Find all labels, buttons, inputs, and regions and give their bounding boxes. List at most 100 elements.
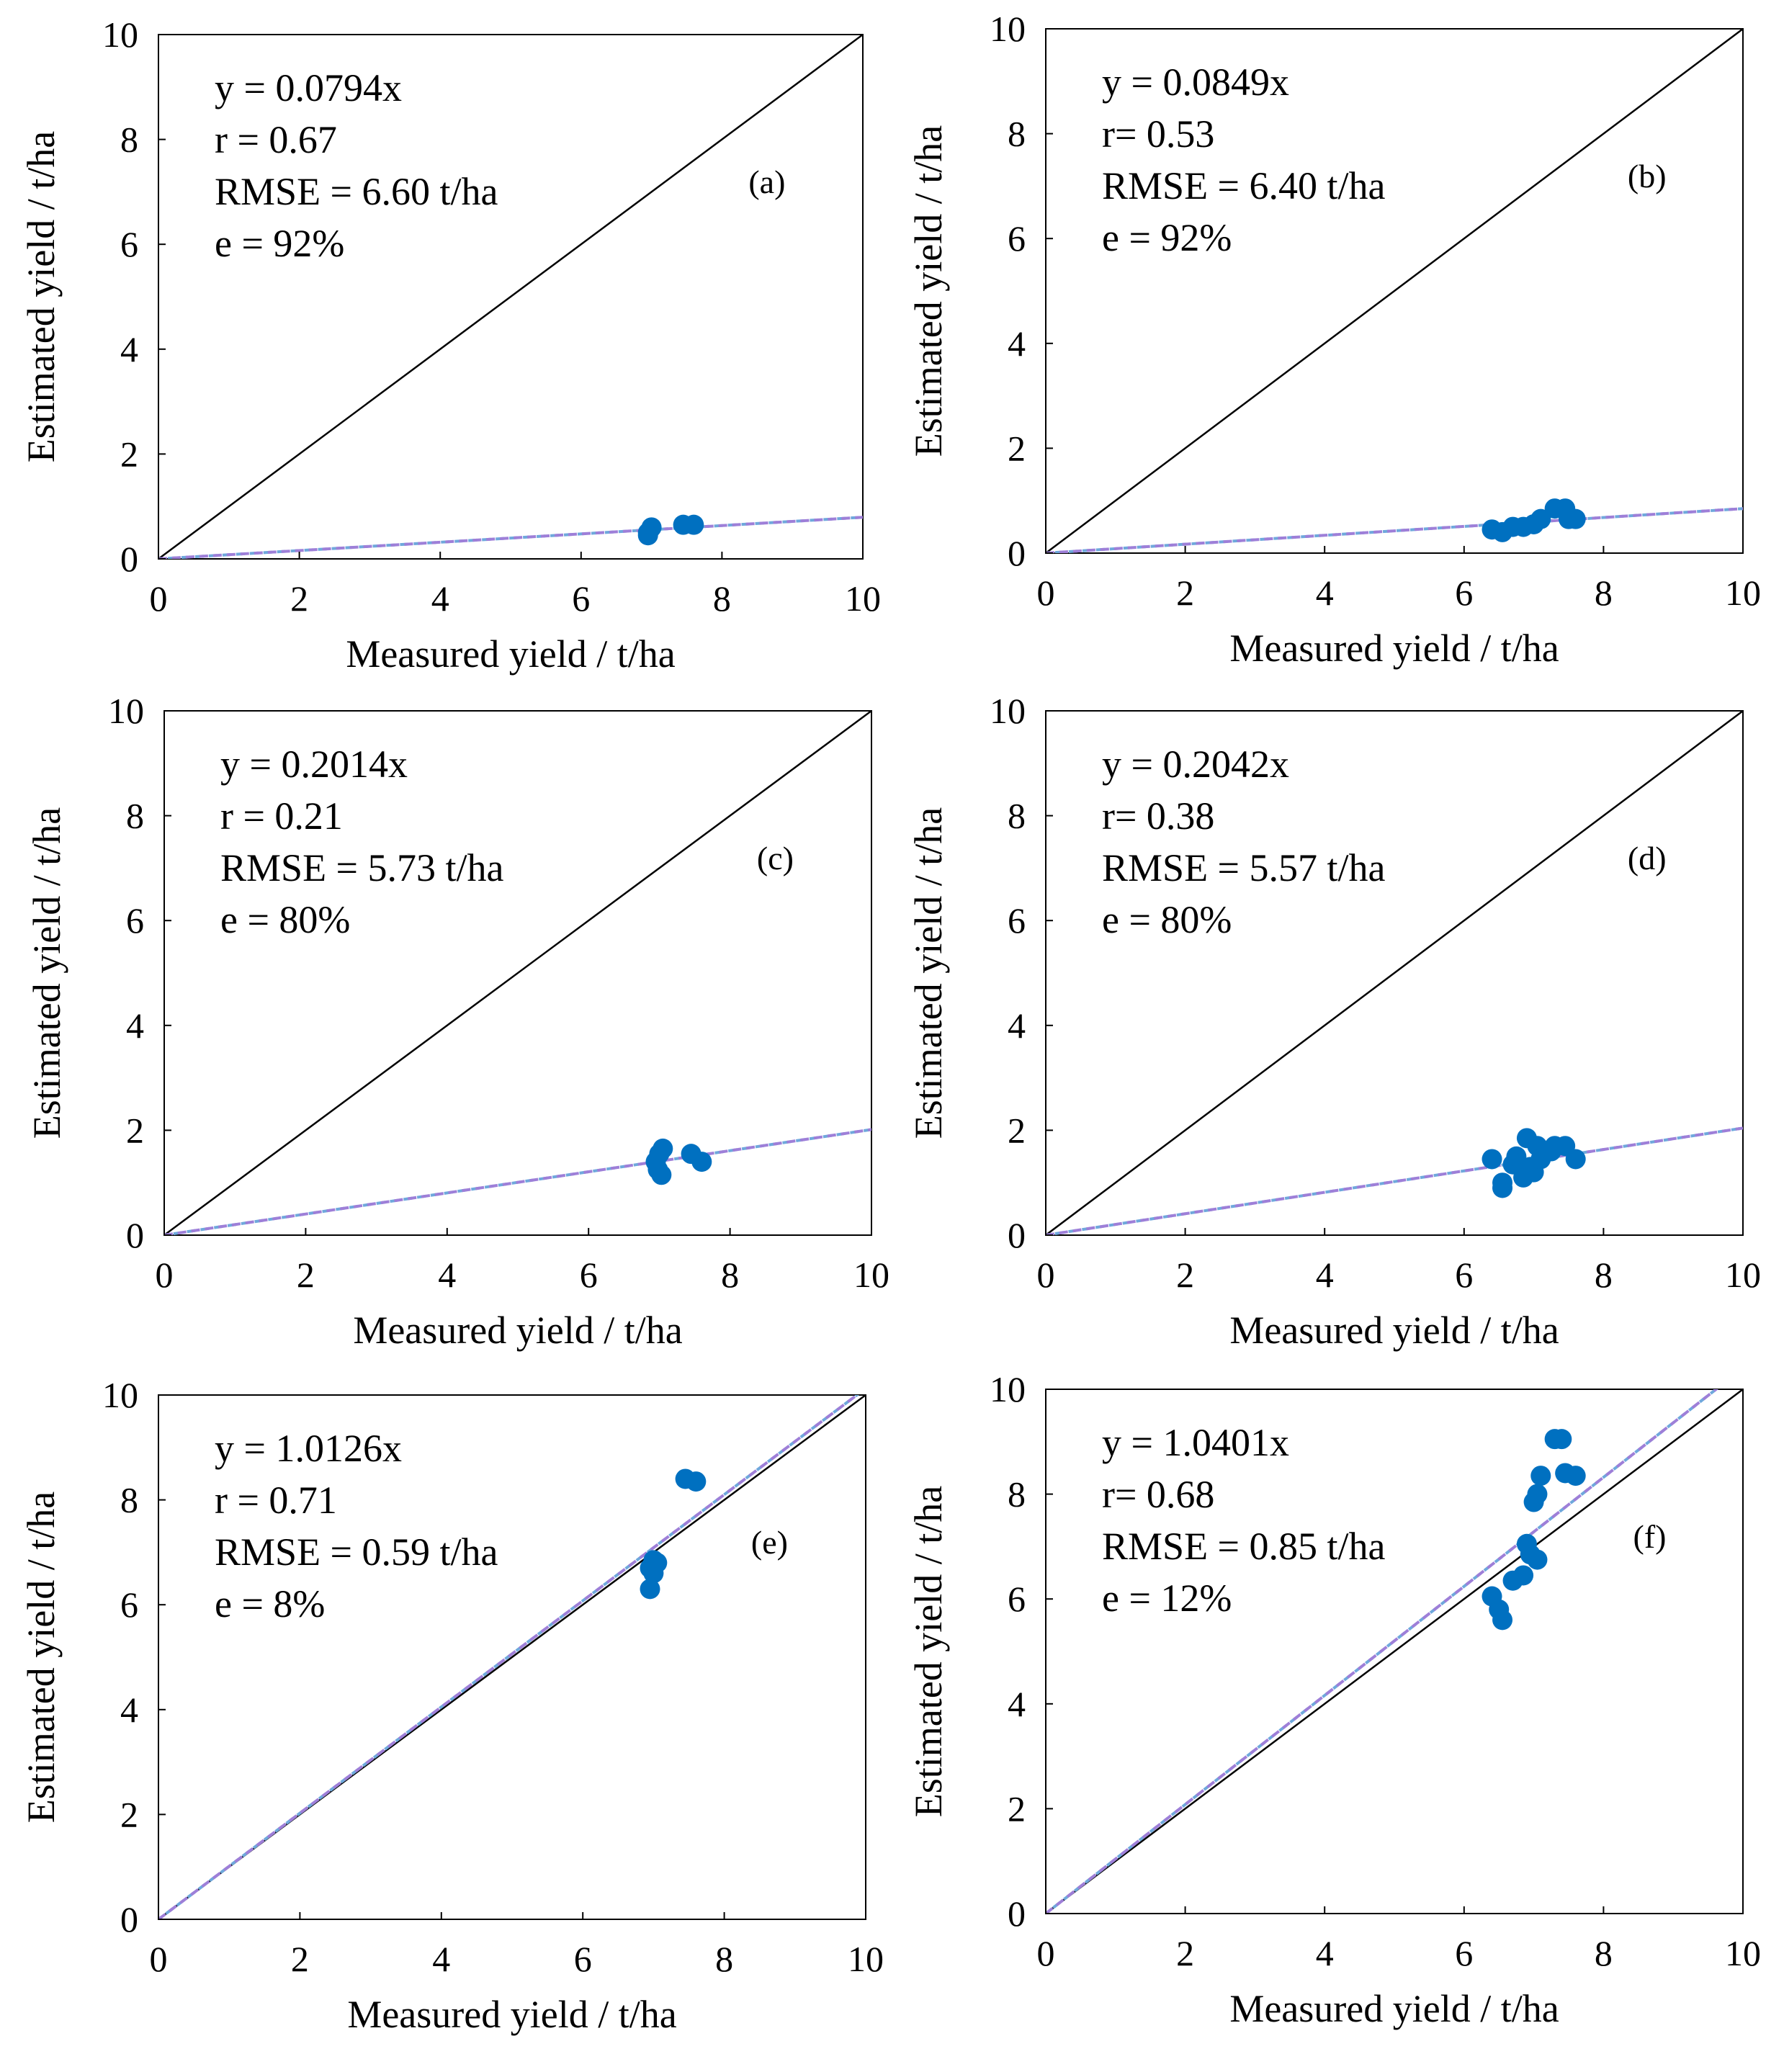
panel-b: 0 2 4 6 8 10 0 2 4 6 8 10 Measured yield / t/ha Estim… — [907, 9, 1761, 670]
y-tick-label: 8 — [1008, 796, 1026, 836]
y-tick-label: 0 — [1008, 1215, 1026, 1255]
x-tick-label: 10 — [845, 578, 881, 619]
stats-annotation: r = 0.67 — [215, 118, 337, 161]
y-tick-label: 4 — [120, 329, 138, 369]
y-axis-label: Estimated yield / t/ha — [907, 1486, 950, 1817]
x-tick-label: 0 — [1037, 1933, 1055, 1973]
stats-annotation: r= 0.53 — [1102, 112, 1214, 156]
fit-line — [164, 1128, 871, 1235]
x-tick-label: 10 — [853, 1255, 889, 1295]
y-tick-label: 10 — [102, 1375, 138, 1415]
plot-frame — [1045, 28, 1744, 554]
stats-annotation: y = 0.0794x — [215, 66, 402, 109]
y-tick-label: 8 — [120, 1480, 138, 1520]
stats-annotation: y = 0.2014x — [220, 743, 408, 786]
x-axis-label: Measured yield / t/ha — [353, 1309, 682, 1352]
y-tick-label: 4 — [1008, 1684, 1026, 1724]
y-axis-label: Estimated yield / t/ha — [907, 807, 950, 1139]
y-tick-label: 0 — [1008, 533, 1026, 573]
x-tick-label: 10 — [1725, 573, 1761, 613]
x-tick-label: 2 — [1176, 1933, 1194, 1973]
x-tick-label: 8 — [1595, 573, 1613, 613]
stats-annotation: e = 92% — [1102, 216, 1232, 259]
data-point — [1492, 1610, 1513, 1631]
y-tick-label: 2 — [120, 434, 138, 474]
x-tick-label: 10 — [1725, 1255, 1761, 1295]
y-axis-label: Estimated yield / t/ha — [19, 131, 63, 462]
x-tick-label: 2 — [291, 1939, 309, 1979]
panel-label-f: (f) — [1633, 1518, 1667, 1555]
y-tick-label: 8 — [1008, 1474, 1026, 1515]
stats-annotation: y = 1.0401x — [1102, 1421, 1289, 1464]
one-to-one-line — [158, 35, 863, 559]
stats-annotation: e = 92% — [215, 222, 344, 265]
y-tick-label: 2 — [120, 1794, 138, 1834]
y-tick-label: 4 — [126, 1005, 144, 1046]
panel-label-e: (e) — [751, 1524, 788, 1561]
x-tick-label: 2 — [297, 1255, 315, 1295]
y-tick-label: 10 — [990, 1369, 1026, 1409]
data-point — [686, 1471, 707, 1492]
data-point — [1482, 1149, 1502, 1170]
y-tick-label: 0 — [120, 539, 138, 579]
data-point — [683, 514, 704, 535]
y-tick-label: 10 — [102, 14, 138, 55]
panel-label-a: (a) — [748, 163, 785, 200]
y-tick-label: 10 — [108, 691, 144, 731]
y-tick-label: 2 — [1008, 1110, 1026, 1150]
y-tick-label: 0 — [126, 1215, 144, 1255]
plot-frame — [163, 710, 872, 1236]
x-tick-label: 6 — [1455, 1933, 1473, 1973]
fit-line — [1046, 1126, 1743, 1235]
x-tick-label: 6 — [574, 1939, 592, 1979]
x-tick-label: 4 — [1316, 1255, 1334, 1295]
fit-line — [1046, 1389, 1718, 1914]
panel-label-c: (c) — [757, 840, 794, 876]
x-tick-label: 8 — [713, 578, 731, 619]
fit-line — [1046, 507, 1743, 553]
y-tick-label: 4 — [1008, 323, 1026, 364]
plot-frame — [158, 34, 864, 560]
plot-frame — [1045, 710, 1744, 1236]
data-point — [651, 1165, 672, 1185]
x-tick-label: 10 — [848, 1939, 884, 1979]
one-to-one-line — [1046, 711, 1743, 1235]
x-tick-label: 0 — [150, 1939, 168, 1979]
y-tick-label: 10 — [990, 691, 1026, 731]
plot-frame — [158, 1394, 866, 1920]
x-tick-label: 2 — [290, 578, 308, 619]
y-tick-label: 0 — [120, 1899, 138, 1939]
fit-line — [158, 1395, 860, 1919]
y-tick-label: 8 — [126, 796, 144, 836]
x-axis-label: Measured yield / t/ha — [1229, 1987, 1559, 2030]
one-to-one-line — [1046, 1389, 1743, 1914]
data-point — [1565, 508, 1586, 529]
panel-f: 0 2 4 6 8 10 0 2 4 6 8 10 Measured yield / t/ha Estim… — [907, 1369, 1761, 2030]
one-to-one-line — [164, 711, 871, 1235]
stats-annotation: e = 80% — [220, 898, 350, 941]
x-axis-label: Measured yield / t/ha — [1229, 1309, 1559, 1352]
x-tick-label: 6 — [580, 1255, 598, 1295]
data-point — [1513, 1565, 1534, 1586]
panel-a: 0 2 4 6 8 10 0 2 4 6 8 10 Measured yield / t/ha Estim… — [19, 14, 881, 676]
stats-annotation: r= 0.68 — [1102, 1473, 1214, 1516]
data-point — [1492, 1178, 1513, 1198]
data-point — [643, 1563, 664, 1584]
x-tick-label: 6 — [1455, 573, 1473, 613]
x-tick-label: 8 — [1595, 1255, 1613, 1295]
x-tick-label: 4 — [438, 1255, 456, 1295]
panel-e: 0 2 4 6 8 10 0 2 4 6 8 10 Measured yield / t/ha Estim… — [19, 1375, 884, 2036]
data-point — [1551, 1429, 1572, 1450]
y-tick-label: 6 — [1008, 900, 1026, 941]
x-tick-label: 0 — [1037, 1255, 1055, 1295]
data-point — [640, 1579, 660, 1600]
y-tick-label: 4 — [120, 1690, 138, 1730]
data-point — [691, 1152, 712, 1172]
fit-line — [158, 516, 863, 559]
one-to-one-line — [1046, 29, 1743, 553]
x-tick-label: 0 — [1037, 573, 1055, 613]
y-tick-label: 6 — [1008, 218, 1026, 259]
data-point — [1530, 508, 1551, 529]
y-tick-label: 2 — [1008, 428, 1026, 468]
